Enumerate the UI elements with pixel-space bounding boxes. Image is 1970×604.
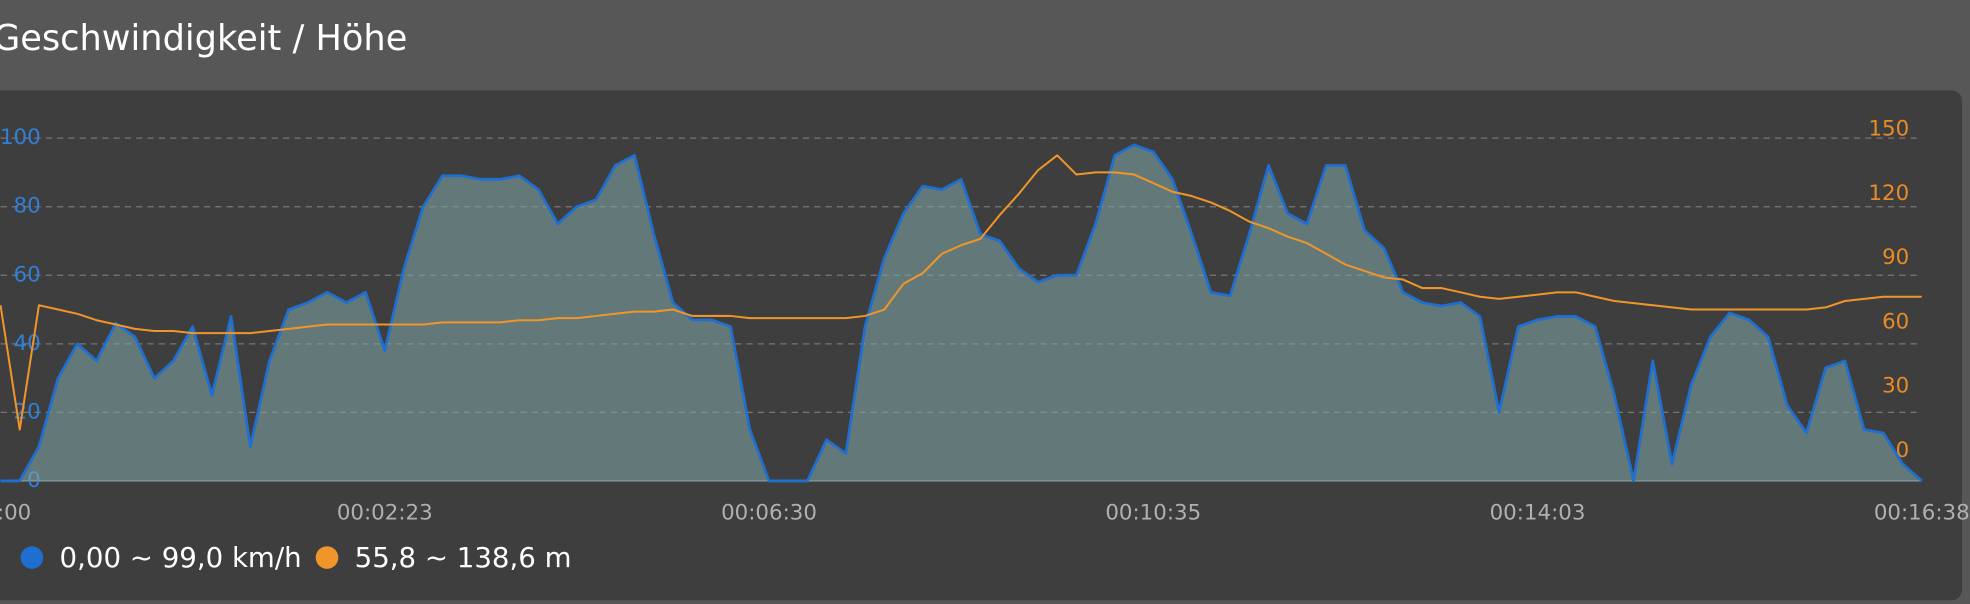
y2-tick-label: 150 <box>1868 117 1909 142</box>
y2-tick-label: 120 <box>1868 181 1909 206</box>
speed-area <box>0 145 1922 481</box>
legend-label: 55,8 ~ 138,6 m <box>355 541 572 574</box>
y2-tick-label: 90 <box>1882 245 1909 270</box>
x-tick-label: 00:14:03 <box>1490 501 1586 526</box>
x-tick-label: 00:06:30 <box>721 501 817 526</box>
x-tick-label: 00:16:38 <box>1874 501 1970 526</box>
x-tick-label: 00:02:23 <box>337 501 433 526</box>
panel-title: Geschwindigkeit / Höhe <box>0 18 407 59</box>
y2-tick-label: 60 <box>1882 309 1909 334</box>
altitude-line <box>0 154 1922 431</box>
y2-tick-label: 30 <box>1882 374 1909 399</box>
legend-marker <box>20 546 44 569</box>
y-tick-label: 80 <box>14 194 41 219</box>
speed-line <box>0 143 1923 483</box>
y-tick-label: 100 <box>0 125 41 150</box>
y-tick-label: 40 <box>14 331 41 356</box>
legend-label: 0,00 ~ 99,0 km/h <box>60 541 302 574</box>
x-tick-label: 00:00 <box>0 501 31 526</box>
legend-marker <box>315 546 339 569</box>
y-tick-label: 60 <box>14 262 41 287</box>
x-tick-label: 00:10:35 <box>1105 501 1201 526</box>
